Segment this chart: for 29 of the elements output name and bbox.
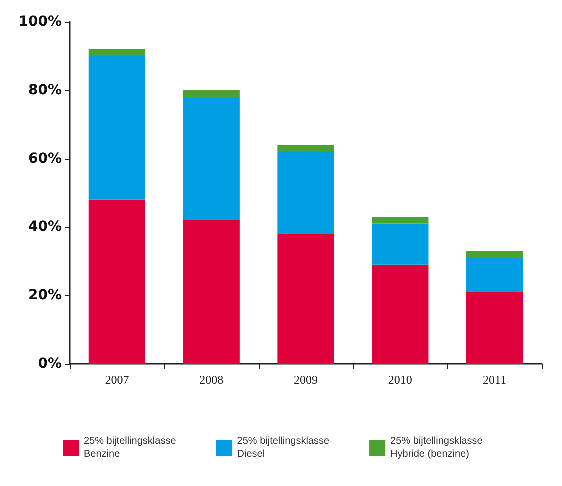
y-tick-label: 0% <box>38 356 62 372</box>
bar <box>278 234 334 364</box>
bar <box>88 56 146 200</box>
y-tick-label: 40% <box>28 219 62 236</box>
y-tick-label: 20% <box>28 288 62 304</box>
legend-label: 25% bijtellingsklasse Hybride (benzine) <box>390 436 484 460</box>
bar <box>372 216 429 224</box>
bar <box>278 145 334 152</box>
y-tick-label: 80% <box>28 82 62 98</box>
bar <box>88 200 146 364</box>
bar <box>466 251 524 258</box>
y-tick-label: 100% <box>18 14 62 30</box>
bar <box>183 97 240 220</box>
x-tick-label: 2008 <box>200 373 224 387</box>
y-tick-label: 60% <box>28 150 62 167</box>
bar <box>88 49 146 56</box>
bar <box>278 152 334 234</box>
bar <box>466 292 524 364</box>
x-tick-label: 2010 <box>388 373 412 387</box>
bar <box>372 264 429 364</box>
x-tick-label: 2011 <box>483 373 507 387</box>
x-tick-label: 2007 <box>105 373 130 387</box>
legend-label: 25% bijtellingsklasse Benzine <box>84 436 177 460</box>
x-tick-label: 2009 <box>294 373 318 387</box>
bar <box>183 90 240 98</box>
bar <box>372 224 429 265</box>
legend-label: 25% bijtellingsklasse Diesel <box>237 436 330 460</box>
bar <box>466 258 524 292</box>
bar <box>183 220 240 364</box>
